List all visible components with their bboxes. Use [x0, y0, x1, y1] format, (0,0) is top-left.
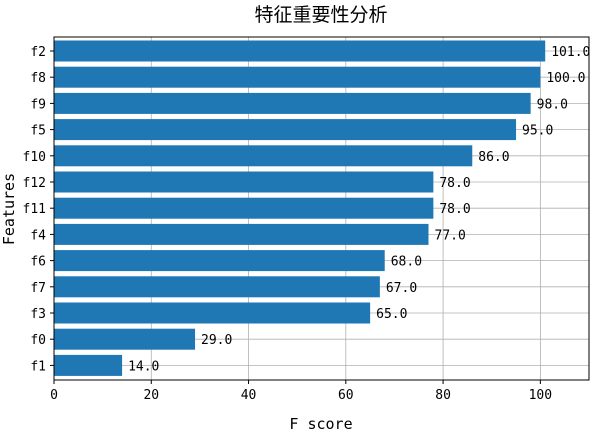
data-label-f0: 29.0 — [201, 333, 232, 348]
bar-f6 — [54, 250, 385, 272]
y-tick-label: f12 — [23, 176, 46, 191]
data-label-f11: 78.0 — [439, 202, 470, 217]
x-tick-label: 60 — [338, 388, 354, 403]
data-label-f5: 95.0 — [522, 124, 553, 139]
data-label-f9: 98.0 — [537, 97, 568, 112]
y-axis-label: Features — [0, 173, 18, 245]
bar-f10 — [54, 145, 473, 167]
data-label-f2: 101.0 — [551, 45, 590, 60]
bar-f12 — [54, 171, 434, 193]
data-label-f1: 14.0 — [128, 359, 159, 374]
bar-f9 — [54, 92, 531, 114]
bar-f11 — [54, 197, 434, 219]
y-tick-label: f9 — [30, 97, 46, 112]
data-label-f7: 67.0 — [386, 281, 417, 296]
y-tick-label: f3 — [30, 307, 46, 322]
data-label-f6: 68.0 — [391, 255, 422, 270]
data-label-f12: 78.0 — [439, 176, 470, 191]
data-label-f8: 100.0 — [546, 71, 585, 86]
bar-f5 — [54, 119, 517, 141]
y-tick-label: f7 — [30, 281, 46, 296]
bar-f4 — [54, 223, 429, 245]
y-tick-label: f10 — [23, 150, 46, 165]
bars — [54, 40, 546, 376]
bar-f8 — [54, 66, 541, 88]
y-tick-label: f4 — [30, 228, 46, 243]
y-tick-label: f0 — [30, 333, 46, 348]
x-tick-label: 20 — [143, 388, 159, 403]
x-tick-label: 100 — [529, 388, 552, 403]
x-axis-label: F score — [289, 415, 352, 432]
x-tick-label: 40 — [241, 388, 257, 403]
bar-f2 — [54, 40, 546, 62]
x-tick-label: 0 — [50, 388, 58, 403]
data-label-f3: 65.0 — [376, 307, 407, 322]
y-tick-label: f8 — [30, 71, 46, 86]
data-labels: 101.0 100.0 98.0 95.0 86.0 78.0 78.0 77.0 68.0 67… — [128, 45, 590, 374]
y-tick-label: f1 — [30, 359, 46, 374]
bar-f7 — [54, 276, 380, 298]
y-tick-label: f11 — [23, 202, 46, 217]
axis-ticks: 0 20 40 60 80 100 f2 f8 f9 f5 f10 f12 f11 f4 f6 f7 f3 f0 f… — [23, 45, 553, 403]
bar-f1 — [54, 354, 123, 376]
chart-title: 特征重要性分析 — [254, 4, 387, 26]
bar-f0 — [54, 328, 196, 350]
y-tick-label: f2 — [30, 45, 46, 60]
y-tick-label: f5 — [30, 124, 46, 139]
data-label-f4: 77.0 — [435, 228, 466, 243]
data-label-f10: 86.0 — [478, 150, 509, 165]
y-tick-label: f6 — [30, 255, 46, 270]
x-tick-label: 80 — [435, 388, 451, 403]
bar-f3 — [54, 302, 371, 324]
